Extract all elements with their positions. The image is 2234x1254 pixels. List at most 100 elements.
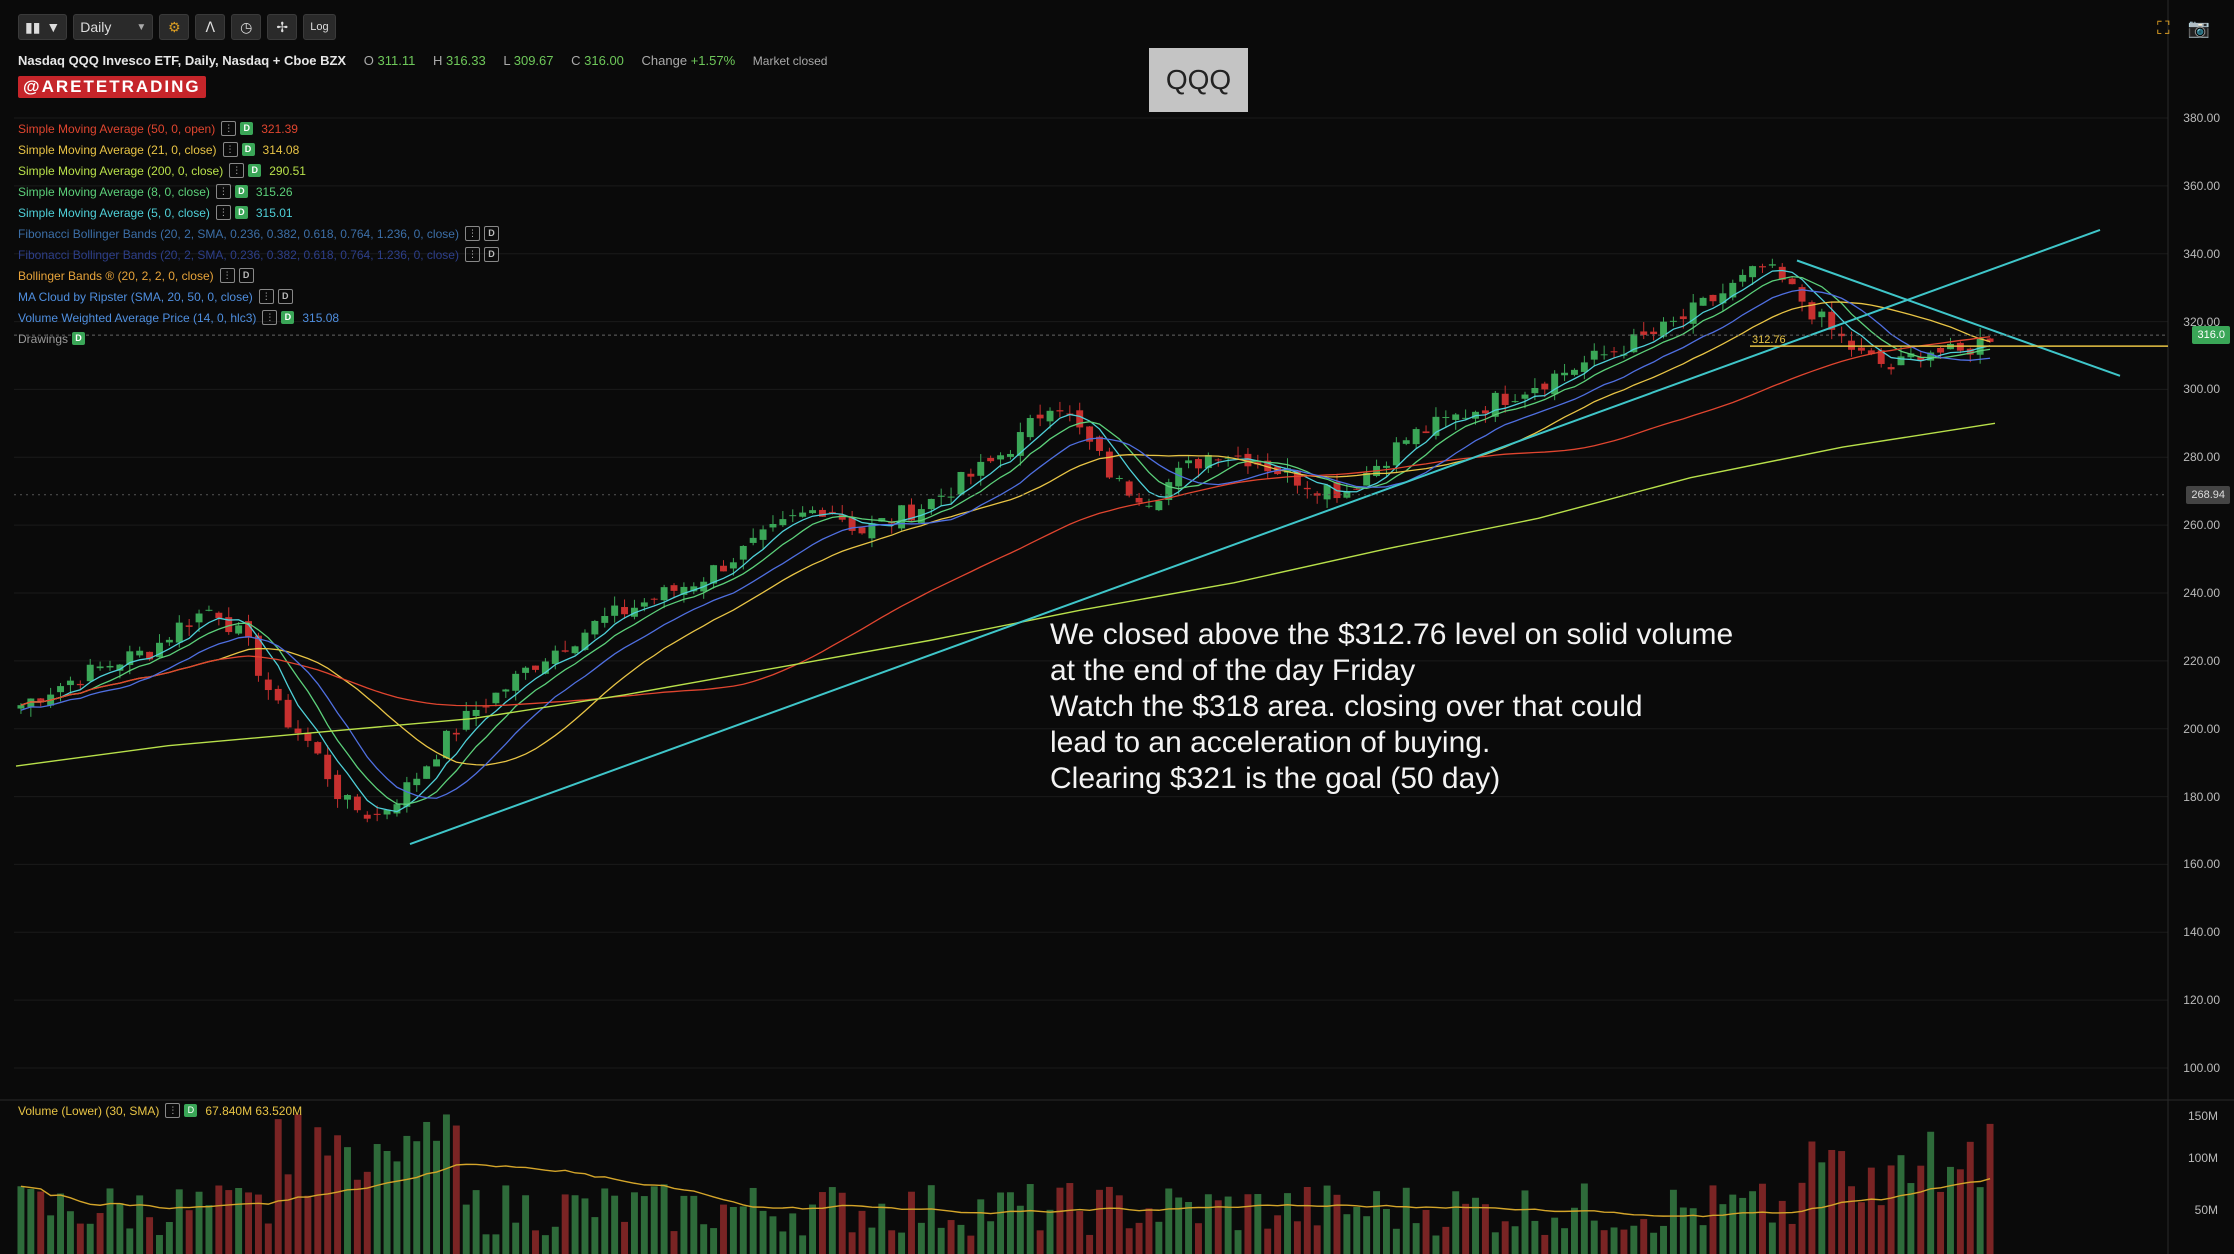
candle-body	[1046, 410, 1054, 422]
interval-value: Daily	[80, 19, 112, 35]
price-tick-label: 120.00	[2183, 993, 2220, 1008]
visibility-badge[interactable]: D	[277, 289, 293, 304]
volume-bar	[1937, 1191, 1945, 1254]
crosshair-icon: ✢	[276, 18, 289, 35]
indicator-row[interactable]: Simple Moving Average (50, 0, open) ⋮ D 321…	[18, 118, 499, 139]
candle-body	[640, 602, 648, 607]
indicator-value: 290.51	[269, 163, 306, 178]
volume-bar	[1333, 1194, 1341, 1254]
indicator-button[interactable]: ᐱ	[195, 14, 226, 40]
volume-bar	[27, 1188, 35, 1254]
candle-body	[1739, 274, 1747, 282]
candle-body	[126, 651, 134, 666]
candle-body	[739, 545, 747, 560]
indicator-row[interactable]: Simple Moving Average (8, 0, close) ⋮ D 315…	[18, 181, 499, 202]
candle-body	[1778, 266, 1786, 280]
indicator-row[interactable]: Fibonacci Bollinger Bands (20, 2, SMA, 0…	[18, 244, 499, 265]
indicator-menu-icon[interactable]: ⋮	[258, 289, 274, 304]
settings-button[interactable]: ⚙	[159, 14, 190, 40]
indicator-menu-icon[interactable]: ⋮	[464, 226, 480, 241]
draw-button[interactable]: ✢	[267, 14, 298, 40]
visibility-badge[interactable]: D	[238, 268, 254, 283]
open-value: 311.11	[377, 53, 416, 68]
visibility-badge[interactable]: D	[281, 311, 295, 324]
candle-body	[838, 514, 846, 520]
indicator-row[interactable]: MA Cloud by Ripster (SMA, 20, 50, 0, clo…	[18, 286, 499, 307]
indicator-menu-icon[interactable]: ⋮	[262, 310, 278, 325]
volume-bar	[1660, 1225, 1667, 1254]
camera-icon[interactable]: 📷	[2187, 18, 2210, 38]
indicator-menu-icon[interactable]: ⋮	[219, 268, 235, 283]
indicator-menu-icon[interactable]: ⋮	[229, 163, 245, 178]
volume-bar	[452, 1125, 460, 1254]
clock-button[interactable]: ◷	[231, 14, 262, 40]
indicator-row[interactable]: Drawings D	[18, 328, 499, 349]
candle-body	[1224, 457, 1232, 459]
volume-bar	[1947, 1166, 1954, 1254]
visibility-badge[interactable]: D	[240, 122, 254, 135]
candle-body	[1897, 356, 1905, 366]
candle-body	[1323, 485, 1331, 500]
visibility-badge[interactable]: D	[184, 1104, 198, 1117]
indicator-menu-icon[interactable]: ⋮	[221, 121, 237, 136]
indicator-value: 321.39	[261, 121, 298, 136]
visibility-badge[interactable]: D	[234, 185, 248, 198]
indicator-row[interactable]: Volume Weighted Average Price (14, 0, hl…	[18, 307, 499, 328]
volume-bar	[1739, 1197, 1747, 1254]
indicator-row[interactable]: Simple Moving Average (200, 0, close) ⋮ D 2…	[18, 160, 499, 181]
indicator-menu-icon[interactable]: ⋮	[215, 205, 231, 220]
candle-body	[1204, 455, 1212, 469]
candle-body	[1145, 505, 1153, 507]
volume-bar	[215, 1185, 223, 1254]
indicator-row[interactable]: Fibonacci Bollinger Bands (20, 2, SMA, 0…	[18, 223, 499, 244]
volume-bar	[581, 1198, 589, 1254]
volume-bar	[1907, 1183, 1915, 1254]
volume-bar	[759, 1210, 767, 1254]
volume-bar	[621, 1221, 629, 1254]
volume-bar	[1986, 1123, 1994, 1254]
price-axis[interactable]: 380.00 360.00 340.00 320.00 300.00 280.00 260.…	[2168, 0, 2234, 1100]
volume-bar	[1481, 1204, 1489, 1254]
candle-body	[96, 666, 104, 669]
visibility-badge[interactable]: D	[248, 164, 262, 177]
candle-body	[383, 809, 391, 815]
visibility-badge[interactable]: D	[241, 143, 255, 156]
indicator-label: Simple Moving Average (5, 0, close)	[18, 205, 210, 220]
volume-bar	[1778, 1200, 1786, 1254]
interval-select[interactable]: Daily ▼	[73, 14, 154, 40]
indicator-row[interactable]: Simple Moving Average (21, 0, close) ⋮ D 31…	[18, 139, 499, 160]
indicator-menu-icon[interactable]: ⋮	[222, 142, 238, 157]
volume-bar	[532, 1230, 539, 1254]
indicator-row[interactable]: Simple Moving Average (5, 0, close) ⋮ D 315…	[18, 202, 499, 223]
candle-body	[818, 509, 826, 517]
indicator-menu-icon[interactable]: ⋮	[215, 184, 231, 199]
visibility-badge[interactable]: D	[483, 247, 499, 262]
candle-body	[898, 505, 906, 529]
chart-type-button[interactable]: ▮▮ ▼	[18, 14, 68, 40]
volume-bar	[1175, 1197, 1183, 1254]
candle-body	[334, 774, 342, 800]
candle-body	[1165, 482, 1173, 501]
visibility-badge[interactable]: D	[234, 206, 248, 219]
volume-bar	[274, 1119, 282, 1254]
volume-bar	[254, 1194, 262, 1254]
level-label: 312.76	[1752, 334, 1786, 346]
indicator-menu-icon[interactable]: ⋮	[464, 247, 480, 262]
visibility-badge[interactable]: D	[483, 226, 499, 241]
candle-body	[1768, 264, 1776, 266]
volume-bar	[1768, 1222, 1776, 1254]
info-icon[interactable]: ⋮	[165, 1103, 181, 1118]
candle-body	[749, 537, 757, 543]
top-right-tools: ⛶ 📷	[2157, 18, 2210, 39]
volume-bar	[1501, 1221, 1509, 1254]
annotation-line: We closed above the $312.76 level on sol…	[1050, 618, 1734, 651]
price-tick-label: 340.00	[2183, 246, 2220, 261]
candle-body	[433, 759, 441, 767]
fullscreen-icon[interactable]: ⛶	[2156, 18, 2170, 38]
indicator-row[interactable]: Bollinger Bands ® (20, 2, 2, 0, close) ⋮ D	[18, 265, 499, 286]
candle-body	[304, 732, 312, 741]
volume-bar	[1521, 1190, 1529, 1254]
visibility-badge[interactable]: D	[72, 332, 86, 345]
log-scale-button[interactable]: Log	[303, 14, 336, 40]
